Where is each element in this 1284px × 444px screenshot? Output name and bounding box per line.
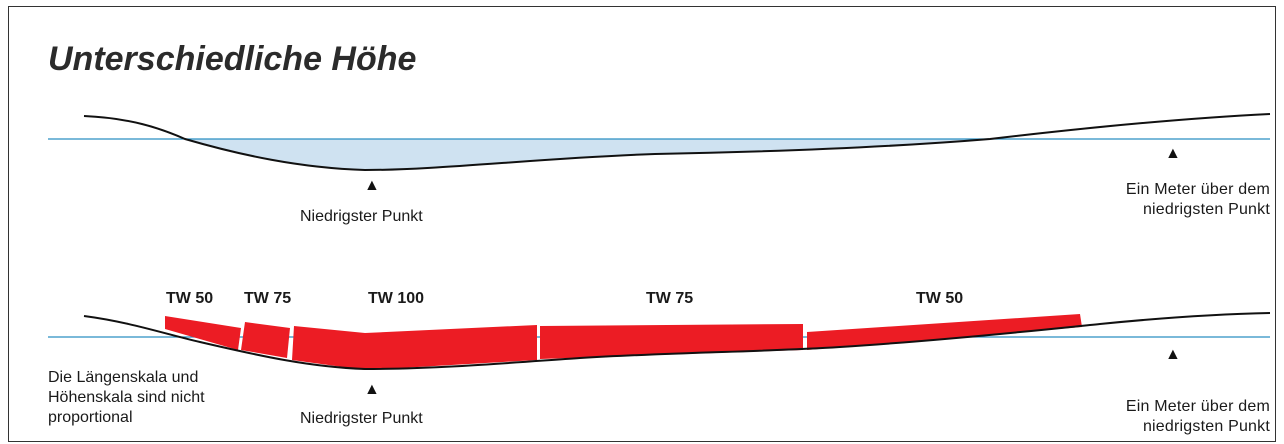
meter-label-top-line1: Ein Meter über dem [1125,181,1270,198]
segment-band-tw50-right [807,314,1082,350]
segment-band-tw50-left [165,316,241,350]
meter-label-bottom-line2: niedrigsten Punkt [1142,418,1270,435]
terrain-profile-top [83,113,1271,172]
segment-label-tw50-right: TW 50 [916,290,964,307]
diagram-title: Unterschiedliche Höhe [48,40,417,78]
meter-marker-top: ▲ [1165,145,1181,162]
terrain-profile-bottom [83,312,1271,371]
scale-note-line2: Höhenskala sind nicht [48,389,205,406]
diagram-frame [8,6,1276,442]
meter-label-top: Ein Meter über dem niedrigsten Punkt [1090,180,1270,220]
segment-band-tw75-middle [540,324,803,359]
segment-label-tw75-left: TW 75 [244,290,292,307]
meter-label-top-line2: niedrigsten Punkt [1142,201,1270,218]
low-point-marker-bottom: ▲ [364,381,380,398]
low-point-label-bottom: Niedrigster Punkt [300,410,423,427]
meter-label-bottom: Ein Meter über dem niedrigsten Punkt [1090,397,1270,437]
meter-marker-bottom: ▲ [1165,346,1181,363]
meter-label-bottom-line1: Ein Meter über dem [1125,398,1270,415]
low-point-label-top: Niedrigster Punkt [300,208,423,225]
scale-note-line3: proportional [48,409,133,426]
segment-band-tw75-left [241,322,290,358]
segment-label-tw50-left: TW 50 [166,290,214,307]
water-body-fill [185,139,990,170]
segment-band-tw100 [292,325,537,370]
segment-label-tw100: TW 100 [368,290,425,307]
low-point-marker-top: ▲ [364,177,380,194]
segment-label-tw75-middle: TW 75 [646,290,694,307]
scale-note-line1: Die Längenskala und [48,369,199,386]
scale-note: Die Längenskala und Höhenskala sind nich… [48,368,205,428]
segment-bands [165,314,1082,370]
